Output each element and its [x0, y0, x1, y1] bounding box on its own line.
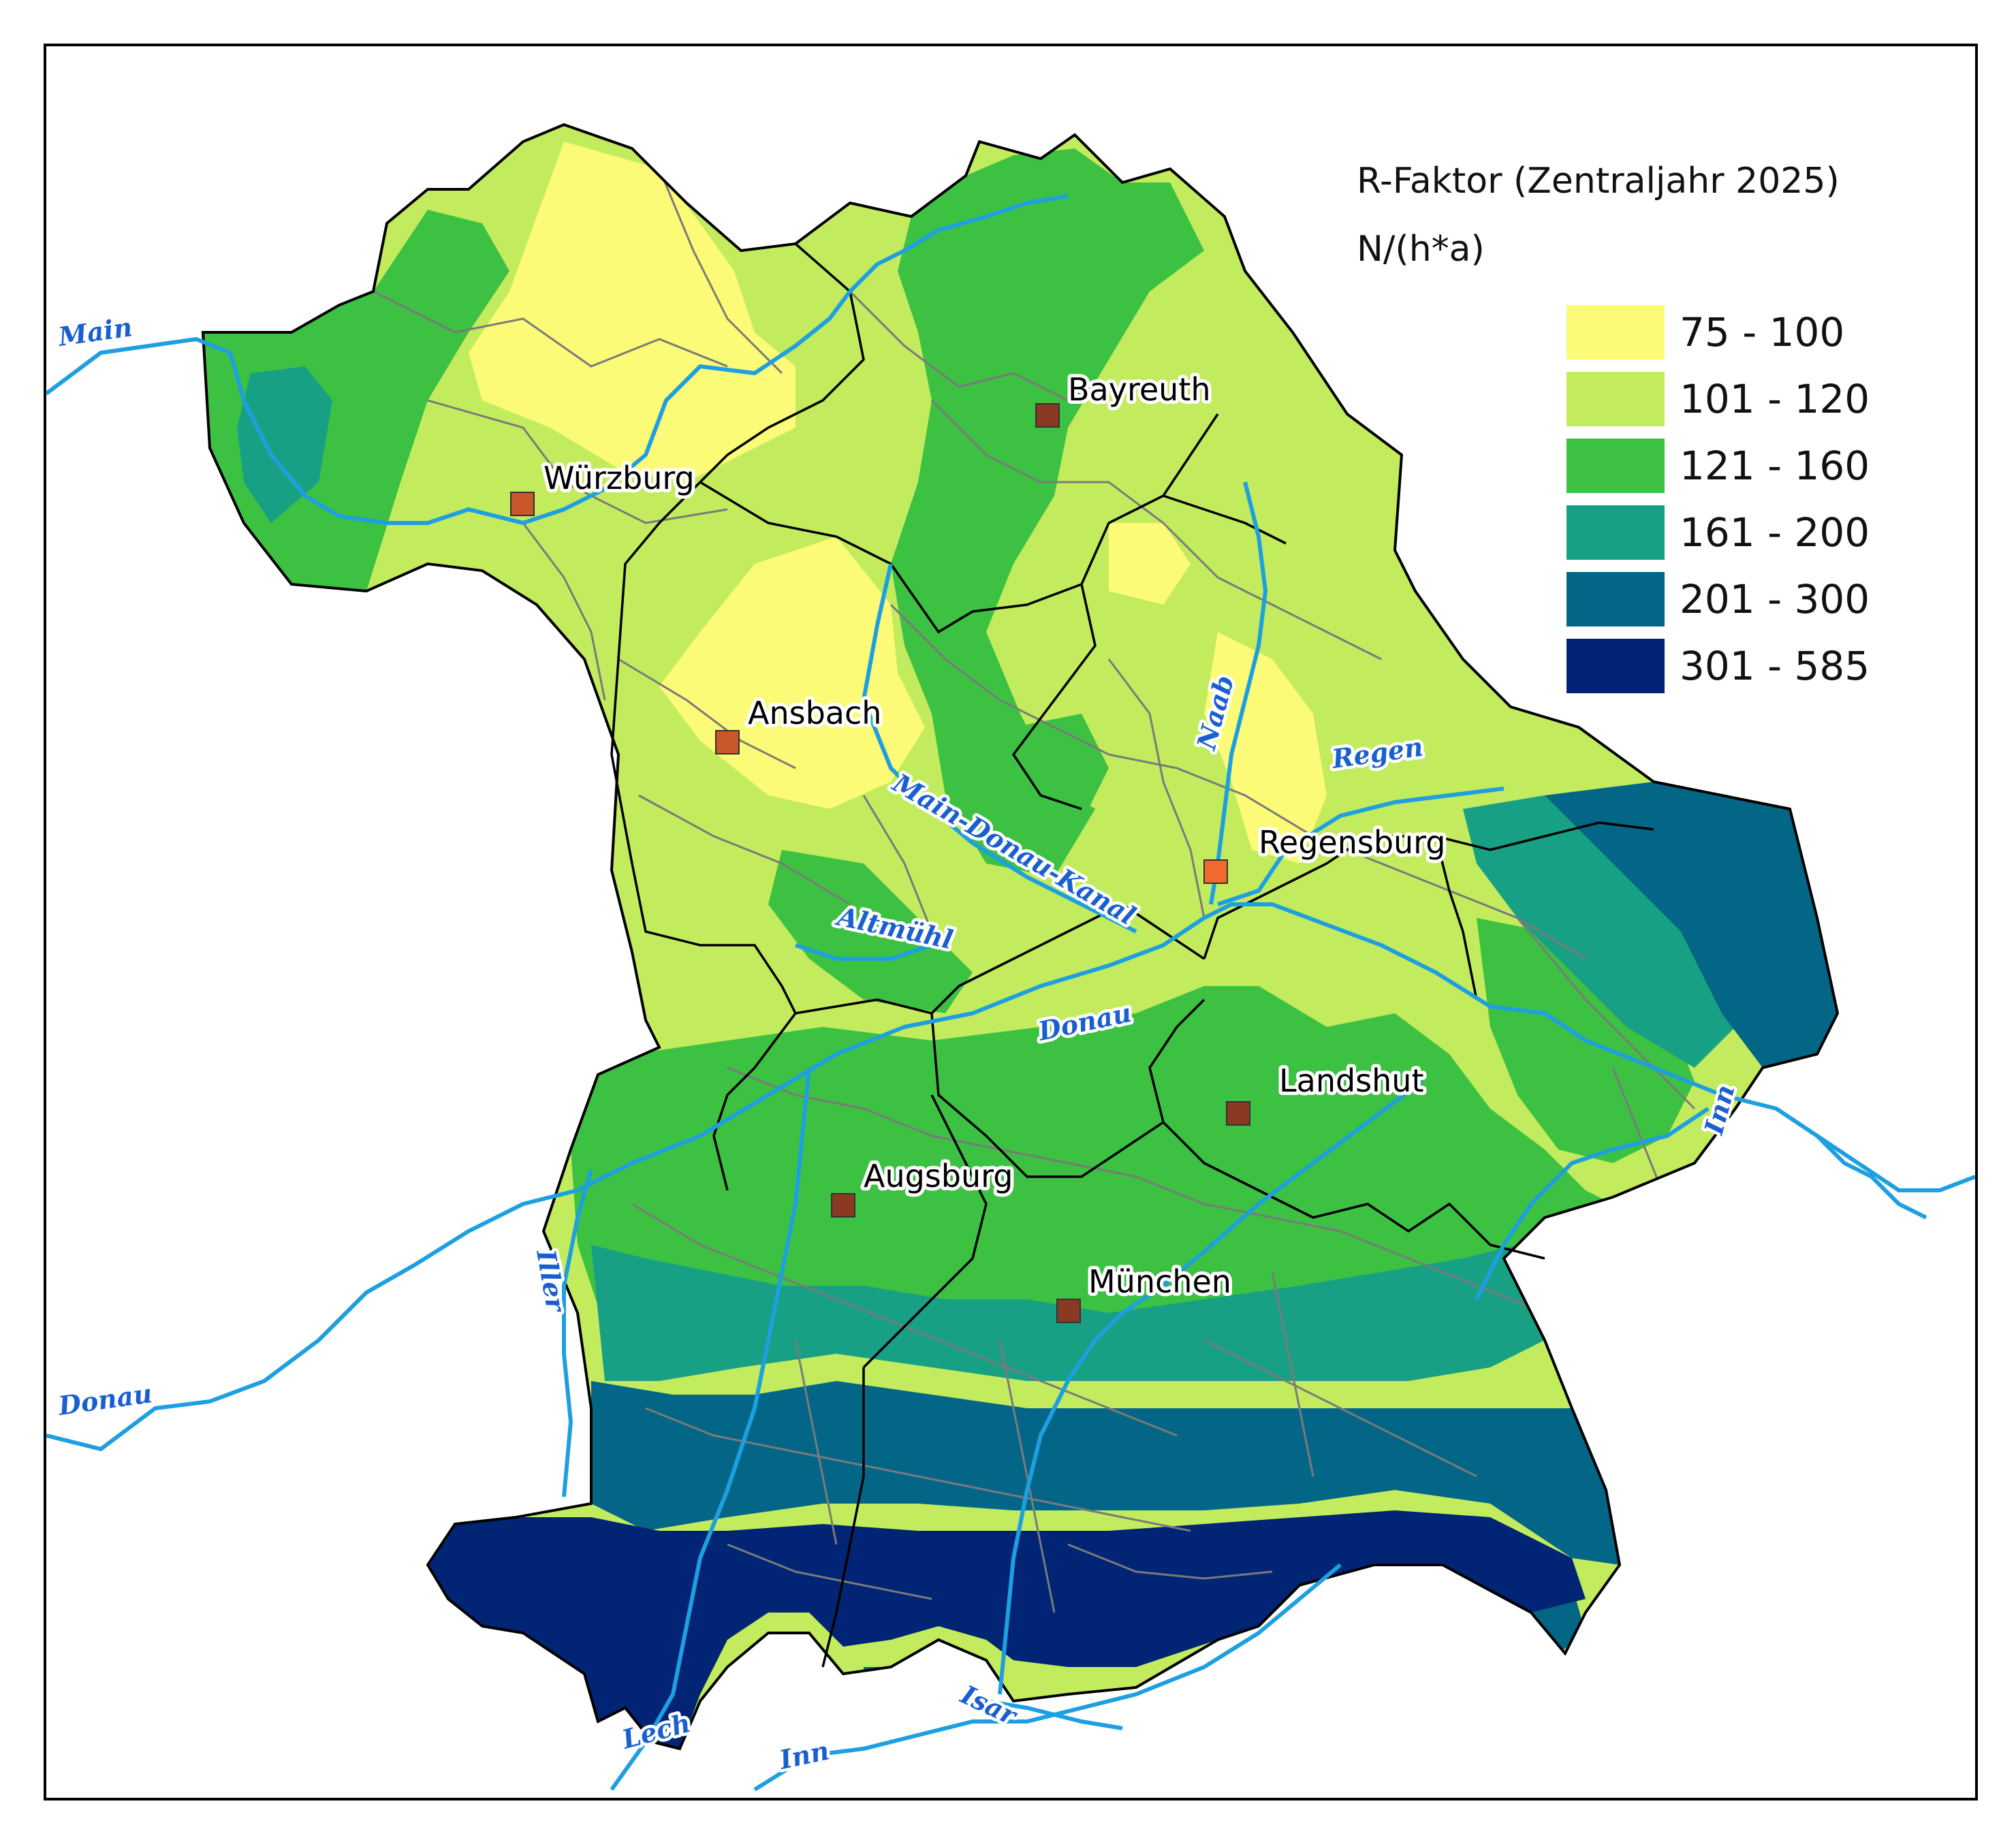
legend-item: 101 - 120: [1566, 372, 1870, 426]
zone-121-160: [768, 850, 973, 1013]
city-label-muenchen: München: [1088, 1263, 1231, 1300]
legend: R-Faktor (Zentraljahr 2025) N/(h*a) 75 -…: [1357, 161, 1870, 693]
legend-label: 161 - 200: [1680, 509, 1870, 556]
river-network: [46, 194, 1975, 1792]
map-canvas: Main Naab Regen Main-Donau-Kanal Altmühl…: [46, 123, 1975, 1792]
river-isar-line: [998, 1079, 1423, 1695]
city-marker: [1056, 1299, 1081, 1323]
zone-161-200: [1463, 795, 1735, 1068]
zone-75-100: [1204, 632, 1327, 863]
legend-swatch: [1566, 572, 1665, 626]
city-marker: [1203, 859, 1228, 884]
river-main-line: [46, 194, 1069, 525]
zone-161-200: [591, 1245, 1599, 1381]
city-augsburg: Augsburg: [831, 1154, 1016, 1218]
legend-item: 75 - 100: [1566, 305, 1844, 360]
legend-item: 201 - 300: [1566, 572, 1870, 626]
river-iller-line: [562, 1169, 593, 1497]
city-label-wuerzburg: Würzburg: [544, 460, 695, 496]
city-wuerzburg: Würzburg: [510, 456, 698, 516]
zone-201-300: [591, 1381, 1620, 1565]
city-landshut: Landshut: [1226, 1059, 1427, 1126]
legend-label: 75 - 100: [1680, 309, 1844, 355]
zone-121-160: [891, 148, 1204, 877]
legend-swatch: [1566, 439, 1665, 493]
zone-161-200: [237, 366, 332, 523]
city-marker: [1035, 403, 1060, 428]
river-lech-line: [610, 1067, 811, 1791]
river-label-main: Main: [55, 311, 134, 352]
city-regensburg: Regensburg: [1203, 821, 1449, 884]
legend-swatch: [1566, 639, 1665, 693]
legend-unit: N/(h*a): [1357, 229, 1485, 270]
city-label-landshut: Landshut: [1279, 1062, 1423, 1099]
city-label-regensburg: Regensburg: [1259, 824, 1445, 861]
river-regen-line: [1217, 787, 1505, 906]
admin-borders: [373, 168, 1696, 1613]
map-frame: Main Naab Regen Main-Donau-Kanal Altmühl…: [44, 44, 1978, 1800]
river-kanal-line: [862, 563, 1137, 934]
city-muenchen: München: [1056, 1260, 1235, 1323]
river-altmuehl-line: [795, 943, 932, 961]
river-naab-line: [1209, 481, 1267, 905]
legend-title: R-Faktor (Zentraljahr 2025): [1357, 161, 1840, 202]
legend-item: 301 - 585: [1566, 639, 1870, 693]
legend-swatch: [1566, 305, 1665, 360]
river-inn-east-line: [1475, 1107, 1710, 1301]
city-marker: [510, 492, 535, 516]
river-label-donau-west: Donau: [56, 1378, 154, 1421]
zone-201-300: [1545, 782, 1838, 1068]
bavaria-outline: [201, 123, 1840, 1751]
city-marker: [831, 1193, 855, 1218]
legend-label: 121 - 160: [1680, 443, 1870, 489]
legend-swatch: [1566, 505, 1665, 560]
legend-item: 161 - 200: [1566, 505, 1870, 560]
city-label-ansbach: Ansbach: [748, 695, 881, 731]
city-bayreuth: Bayreuth: [1035, 368, 1214, 428]
zone-121-160: [571, 986, 1613, 1340]
city-marker: [1226, 1101, 1250, 1126]
river-isar-south-line: [986, 1699, 1123, 1730]
legend-label: 301 - 585: [1680, 643, 1870, 689]
zone-75-100: [469, 142, 796, 482]
city-ansbach: Ansbach: [715, 691, 885, 755]
legend-label: 201 - 300: [1680, 576, 1870, 622]
city-marker: [715, 730, 740, 755]
river-east-inn-line: [1815, 1134, 1927, 1220]
legend-item: 121 - 160: [1566, 439, 1870, 493]
city-label-augsburg: Augsburg: [864, 1158, 1013, 1194]
legend-swatch: [1566, 372, 1665, 426]
legend-items: 75 - 100 101 - 120 121 - 160 161 - 200 201 -…: [1566, 305, 1870, 693]
river-donau-line: [46, 902, 1975, 1451]
district-borders: [610, 242, 1654, 1668]
cities: Würzburg Bayreuth Ansbach Regensburg Lan…: [510, 368, 1449, 1323]
city-label-bayreuth: Bayreuth: [1068, 371, 1211, 408]
zone-121-160: [1013, 714, 1109, 823]
river-label-inn: Inn: [776, 1735, 832, 1775]
legend-label: 101 - 120: [1680, 376, 1870, 422]
zone-75-100: [1109, 523, 1191, 605]
